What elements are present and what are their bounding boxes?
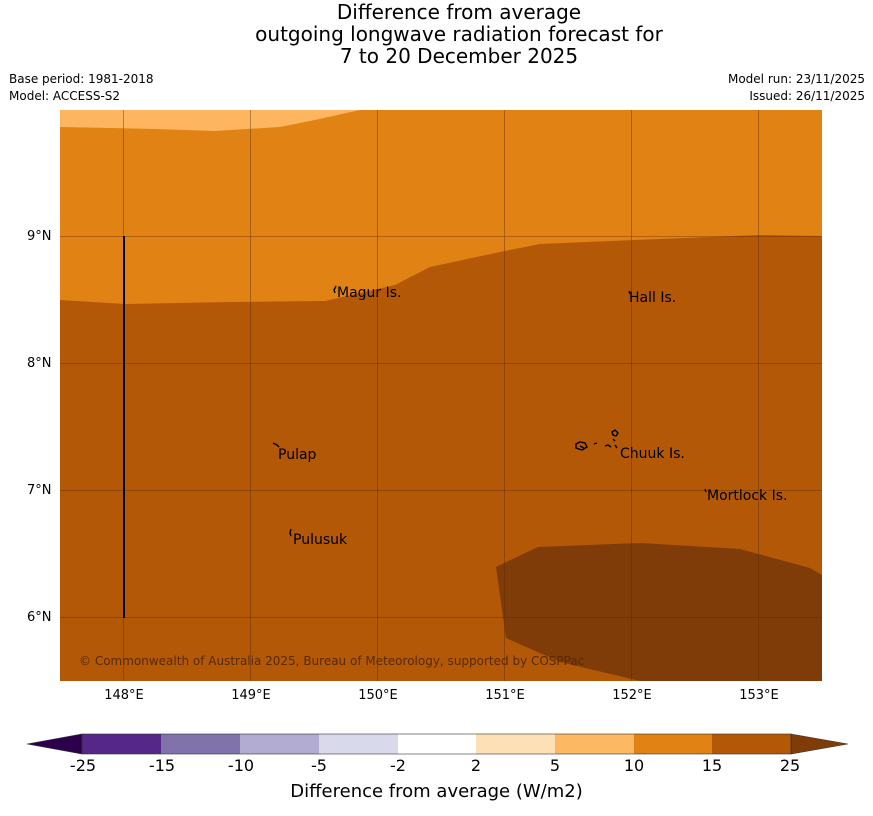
colorbar-tick-label: 2 (470, 756, 482, 775)
lon-label-148e: 148°E (104, 688, 144, 703)
lat-label-9n: 9°N (27, 229, 52, 244)
colorbar-tick-label: 25 (779, 756, 801, 775)
colorbar-tick-label: -10 (227, 756, 255, 775)
colorbar-segment-8 (634, 734, 712, 754)
meta-right: Model run: 23/11/2025 Issued: 26/11/2025 (728, 71, 865, 105)
model-name: Model: ACCESS-S2 (9, 89, 121, 103)
colorbar-tick-label: 10 (623, 756, 645, 775)
place-label-mortlock: Mortlock Is. (707, 488, 788, 504)
colorbar-segment-1 (82, 734, 161, 754)
band-above-25 (496, 543, 822, 681)
lat-label-7n: 7°N (27, 483, 52, 498)
chart-title: Difference from average outgoing longwav… (0, 1, 873, 67)
colorbar-tick-label: -15 (148, 756, 176, 775)
lon-label-151e: 151°E (485, 688, 525, 703)
lat-label-8n: 8°N (27, 356, 52, 371)
colorbar-segment-3 (240, 734, 319, 754)
colorbar-tick-label: -2 (390, 756, 406, 775)
lon-label-152e: 152°E (612, 688, 652, 703)
colorbar-segment-2 (161, 734, 240, 754)
colorbar-segment-7 (555, 734, 634, 754)
map-panel (60, 110, 822, 681)
island-outlines (272, 285, 707, 537)
title-line-3: 7 to 20 December 2025 (339, 44, 579, 68)
title-line-1: Difference from average (336, 0, 582, 24)
lon-label-150e: 150°E (358, 688, 398, 703)
colorbar-segment-5 (398, 734, 476, 754)
colorbar-segment-above-max (790, 733, 849, 755)
colorbar-segment-6 (476, 734, 555, 754)
colorbar-segment-9 (712, 734, 791, 754)
meta-left: Base period: 1981-2018 Model: ACCESS-S2 (9, 71, 154, 105)
band-5-to-10 (60, 110, 360, 131)
place-label-pulusuk: Pulusuk (293, 532, 348, 548)
place-label-chuuk: Chuuk Is. (620, 446, 685, 462)
place-label-magur: Magur Is. (337, 285, 402, 301)
colorbar-segment-4 (319, 734, 398, 754)
colorbar-tick-label: 5 (549, 756, 561, 775)
lon-label-153e: 153°E (739, 688, 779, 703)
copyright-notice: © Commonwealth of Australia 2025, Bureau… (79, 654, 585, 668)
place-label-pulap: Pulap (278, 447, 317, 463)
issued-date: Issued: 26/11/2025 (749, 89, 865, 103)
lon-label-149e: 149°E (231, 688, 271, 703)
colorbar-segment-below-min (26, 733, 83, 755)
place-label-hall: Hall Is. (629, 290, 677, 306)
colorbar-tick-label: -5 (311, 756, 327, 775)
colorbar-tick-label: 15 (701, 756, 723, 775)
colorbar (26, 733, 849, 755)
base-period: Base period: 1981-2018 (9, 72, 154, 86)
model-run: Model run: 23/11/2025 (727, 72, 865, 86)
colorbar-frame (81, 733, 792, 755)
colorbar-tick-label: -25 (69, 756, 97, 775)
title-line-2: outgoing longwave radiation forecast for (255, 22, 663, 46)
lat-label-6n: 6°N (27, 610, 52, 625)
colorbar-title: Difference from average (W/m2) (290, 781, 583, 802)
